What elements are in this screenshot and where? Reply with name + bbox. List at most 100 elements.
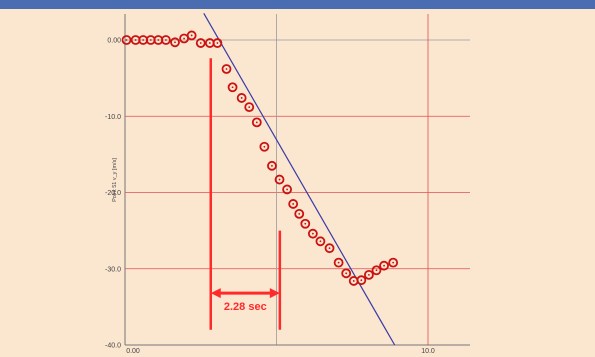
data-point-dot	[392, 261, 395, 264]
y-tick-label-2: -20.0	[105, 190, 121, 197]
data-point-28	[341, 268, 352, 279]
data-point-18	[267, 160, 277, 171]
data-point-ring	[161, 35, 171, 45]
data-point-dot	[208, 42, 211, 44]
data-point-dot	[183, 37, 185, 40]
data-point-ring	[333, 257, 344, 268]
data-point-ring	[388, 257, 399, 268]
data-point-ring	[227, 82, 238, 93]
data-point-dot	[225, 68, 228, 70]
data-point-ring	[288, 199, 299, 209]
data-point-24	[307, 228, 318, 239]
annotation-group: 2.28 sec	[209, 58, 282, 330]
data-point-ring	[341, 268, 352, 279]
data-point-ring	[300, 218, 311, 229]
data-point-8	[186, 30, 197, 41]
data-point-ring	[170, 37, 180, 48]
data-points	[121, 30, 399, 286]
data-point-33	[379, 260, 389, 271]
data-point-dot	[319, 240, 322, 243]
data-point-dot	[286, 188, 289, 191]
data-point-ring	[379, 260, 389, 271]
data-point-dot	[125, 39, 128, 41]
data-point-dot	[311, 232, 314, 235]
data-point-ring	[195, 38, 206, 48]
data-point-20	[282, 184, 293, 195]
data-point-0	[121, 35, 132, 45]
data-point-ring	[307, 228, 318, 239]
data-point-34	[388, 257, 399, 268]
data-point-dot	[345, 272, 348, 275]
fit-line	[203, 13, 396, 346]
grid	[125, 14, 470, 345]
data-point-dot	[142, 39, 145, 41]
arrowhead-right	[269, 288, 280, 299]
x-tick-label-0: 0.00	[126, 348, 140, 355]
data-point-dot	[255, 121, 258, 124]
data-point-27	[333, 257, 344, 268]
y-tick-label-4: -40.0	[105, 343, 121, 350]
data-point-14	[236, 93, 247, 103]
y-axis-label: Point 51 v_y [m/s]	[112, 158, 118, 202]
data-point-ring	[364, 269, 374, 280]
data-point-dot	[240, 97, 243, 99]
data-point-dot	[375, 269, 378, 272]
data-point-ring	[221, 64, 232, 74]
data-point-31	[364, 269, 374, 280]
data-point-23	[300, 218, 311, 229]
data-point-dot	[360, 279, 363, 282]
data-point-ring	[186, 30, 197, 41]
data-point-ring	[267, 160, 277, 171]
data-point-dot	[190, 34, 193, 37]
data-point-ring	[356, 275, 367, 286]
data-point-32	[371, 265, 382, 276]
data-point-dot	[298, 212, 301, 215]
duration-label: 2.28 sec	[224, 301, 267, 313]
data-point-ring	[236, 93, 247, 103]
data-point-ring	[212, 38, 223, 48]
data-point-ring	[244, 102, 255, 112]
data-point-dot	[149, 39, 152, 41]
data-point-ring	[294, 208, 305, 219]
data-point-17	[259, 141, 270, 152]
data-point-26	[324, 243, 335, 254]
data-point-ring	[324, 243, 335, 254]
data-point-15	[244, 102, 255, 112]
data-point-dot	[231, 86, 234, 89]
fit-line-group	[203, 13, 396, 346]
data-point-dot	[263, 145, 266, 148]
data-point-dot	[337, 261, 340, 264]
data-point-dot	[165, 39, 167, 41]
data-point-16	[251, 117, 262, 128]
data-point-dot	[134, 39, 137, 41]
y-tick-label-1: -10.0	[105, 114, 121, 121]
data-point-ring	[274, 174, 285, 185]
data-point-ring	[315, 236, 326, 247]
x-tick-label-1: 10.0	[421, 348, 435, 355]
data-point-30	[356, 275, 367, 286]
tick-labels: 0.00 -10.0 -20.0 -30.0 -40.0 0.00 10.0	[105, 38, 435, 356]
data-point-ring	[282, 184, 293, 195]
data-point-dot	[174, 41, 176, 44]
y-tick-label-3: -30.0	[105, 266, 121, 273]
data-point-21	[288, 199, 299, 209]
data-point-6	[170, 37, 180, 48]
data-point-dot	[216, 42, 219, 44]
data-point-25	[315, 236, 326, 247]
y-tick-label-0: 0.00	[107, 38, 121, 45]
data-point-dot	[304, 222, 307, 225]
data-point-dot	[248, 106, 251, 108]
data-point-ring	[251, 117, 262, 128]
data-point-5	[161, 35, 171, 45]
data-point-11	[212, 38, 223, 48]
data-point-ring	[371, 265, 382, 276]
data-point-13	[227, 82, 238, 93]
axes	[124, 14, 470, 346]
data-point-dot	[292, 203, 295, 205]
arrowhead-left	[210, 288, 221, 299]
data-point-12	[221, 64, 232, 74]
data-point-dot	[199, 42, 202, 44]
data-point-dot	[368, 273, 370, 276]
data-point-ring	[121, 35, 132, 45]
